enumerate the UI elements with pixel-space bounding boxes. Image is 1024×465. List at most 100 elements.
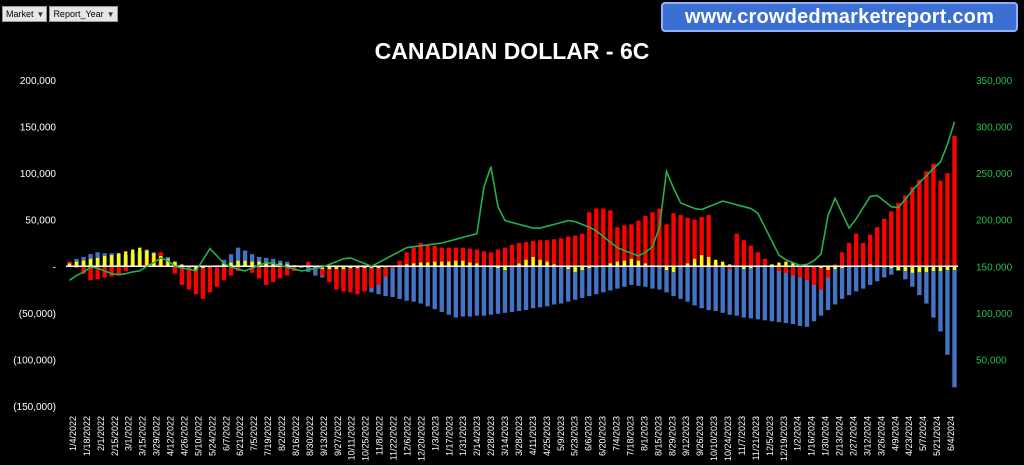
bar-mark	[580, 266, 585, 298]
bar-mark	[685, 217, 690, 267]
bar-mark	[495, 266, 501, 314]
bar-mark	[552, 264, 556, 267]
bar-mark	[418, 266, 423, 304]
bar-mark	[88, 266, 93, 281]
x-axis-tick-label: 5/23/2023	[570, 416, 580, 456]
x-axis-tick-label: 10/25/2022	[361, 416, 371, 461]
bar-mark	[825, 266, 831, 311]
bar-mark	[433, 261, 437, 267]
bar-mark	[496, 266, 500, 269]
bar-mark	[411, 266, 416, 302]
bar-mark	[299, 266, 304, 269]
x-axis-tick-label: 3/28/2023	[514, 416, 524, 456]
bar-mark	[341, 266, 346, 270]
bar-mark	[566, 236, 571, 267]
bar-mark	[481, 251, 487, 267]
bar-mark	[537, 240, 543, 267]
y-axis-tick-label: 150,000	[20, 123, 57, 134]
x-axis-tick-label: 2/28/2023	[486, 416, 496, 456]
bar-mark	[116, 266, 121, 276]
bar-mark	[102, 266, 107, 278]
bar-mark	[461, 260, 465, 267]
bar-mark	[727, 266, 732, 315]
bar-mark	[790, 266, 796, 276]
bar-mark	[439, 266, 444, 312]
x-axis-tick-label: 10/10/2023	[709, 416, 719, 461]
y-axis-tick-label: 50,000	[25, 216, 56, 227]
bar-mark	[558, 238, 564, 267]
y-axis-tick-label: (150,000)	[13, 402, 56, 413]
bar-mark	[313, 266, 318, 276]
bar-mark	[889, 266, 894, 275]
bar-mark	[404, 252, 409, 267]
market-filter-label: Market	[6, 9, 34, 19]
bar-mark	[249, 254, 255, 267]
x-axis-tick-label: 1/18/2022	[82, 416, 92, 456]
bar-mark	[194, 266, 198, 271]
bar-mark	[938, 266, 943, 271]
x-axis-tick-label: 3/15/2022	[138, 416, 148, 456]
bar-mark	[755, 252, 761, 267]
bar-mark	[931, 266, 936, 318]
bar-mark	[910, 266, 914, 273]
bar-mark	[903, 266, 907, 271]
report-year-filter-button[interactable]: Report_Year ▼	[49, 6, 118, 22]
bar-mark	[446, 266, 451, 315]
x-axis-tick-label: 1/3/2023	[430, 416, 440, 451]
bar-mark	[271, 262, 275, 267]
x-axis-tick-label: 7/18/2023	[625, 416, 635, 456]
bar-mark	[531, 256, 535, 267]
bar-mark	[622, 260, 627, 267]
bar-mark	[341, 266, 346, 292]
bar-mark	[608, 266, 613, 291]
bar-mark	[931, 266, 936, 271]
x-axis-tick-label: 12/6/2022	[402, 416, 412, 456]
bar-mark	[334, 266, 339, 290]
x-axis-tick-label: 3/1/2022	[124, 416, 134, 451]
bar-mark	[692, 258, 697, 267]
bar-mark	[608, 263, 612, 267]
website-banner: www.crowdedmarketreport.com	[661, 2, 1018, 32]
bar-mark	[882, 266, 887, 278]
bar-mark	[530, 266, 536, 309]
bar-mark	[868, 264, 872, 267]
bar-mark	[447, 261, 451, 267]
bar-mark	[700, 255, 704, 267]
bar-mark	[889, 211, 894, 267]
bar-mark	[397, 266, 402, 299]
bar-mark	[903, 266, 908, 280]
market-filter-button[interactable]: Market ▼	[2, 6, 48, 22]
bar-mark	[903, 195, 908, 267]
bar-mark	[81, 260, 86, 267]
bar-mark	[390, 266, 395, 298]
x-axis-tick-label: 9/13/2022	[319, 416, 329, 456]
bar-mark	[236, 260, 240, 267]
bar-mark	[117, 253, 121, 267]
bar-mark	[699, 266, 704, 309]
bar-mark	[474, 249, 480, 267]
x-axis-tick-label: 10/24/2023	[723, 416, 733, 461]
bar-mark	[875, 266, 880, 282]
bar-mark	[468, 262, 472, 267]
bar-mark	[608, 210, 613, 267]
bar-mark	[159, 256, 163, 267]
bar-mark	[446, 247, 451, 267]
bar-mark	[419, 262, 423, 267]
x-axis-tick-label: 9/27/2022	[333, 416, 343, 456]
y2-axis-tick-label: 300,000	[976, 123, 1013, 134]
x-axis-tick-label: 11/7/2023	[737, 416, 747, 455]
bar-mark	[179, 266, 185, 285]
bar-mark	[622, 266, 627, 287]
bar-mark	[713, 266, 718, 311]
bar-mark	[727, 266, 732, 270]
bar-mark	[650, 266, 655, 289]
bar-mark	[811, 266, 817, 322]
x-axis-tick-label: 8/15/2023	[653, 416, 663, 456]
bar-mark	[201, 266, 205, 269]
x-axis-tick-label: 8/30/2022	[305, 416, 315, 456]
bar-mark	[594, 208, 599, 267]
bar-mark	[853, 266, 859, 292]
bar-mark	[580, 233, 585, 267]
bar-mark	[875, 227, 880, 267]
